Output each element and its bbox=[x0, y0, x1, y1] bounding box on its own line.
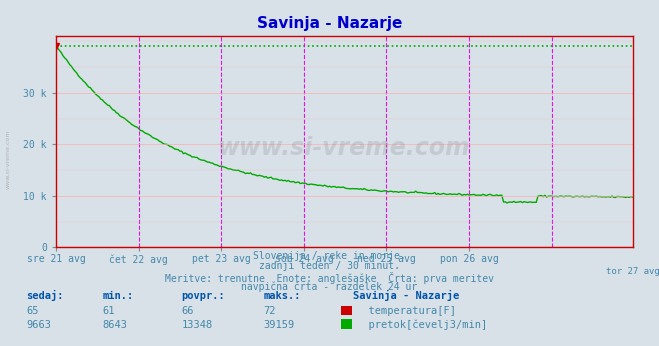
Text: 61: 61 bbox=[102, 306, 115, 316]
Text: 65: 65 bbox=[26, 306, 39, 316]
Text: 9663: 9663 bbox=[26, 320, 51, 330]
Text: www.si-vreme.com: www.si-vreme.com bbox=[5, 129, 11, 189]
Text: maks.:: maks.: bbox=[264, 291, 301, 301]
Text: Savinja - Nazarje: Savinja - Nazarje bbox=[353, 290, 459, 301]
Text: tor 27 avg: tor 27 avg bbox=[606, 267, 659, 276]
Text: temperatura[F]: temperatura[F] bbox=[356, 306, 456, 316]
Text: sedaj:: sedaj: bbox=[26, 290, 64, 301]
Text: Meritve: trenutne  Enote: anglešaške  Črta: prva meritev: Meritve: trenutne Enote: anglešaške Črta… bbox=[165, 272, 494, 284]
Text: 66: 66 bbox=[181, 306, 194, 316]
Text: 39159: 39159 bbox=[264, 320, 295, 330]
Text: zadnji teden / 30 minut.: zadnji teden / 30 minut. bbox=[259, 261, 400, 271]
Text: pretok[čevelj3/min]: pretok[čevelj3/min] bbox=[356, 319, 487, 330]
Text: 8643: 8643 bbox=[102, 320, 127, 330]
Text: Savinja - Nazarje: Savinja - Nazarje bbox=[257, 16, 402, 30]
Text: povpr.:: povpr.: bbox=[181, 291, 225, 301]
Text: 13348: 13348 bbox=[181, 320, 212, 330]
Text: Slovenija / reke in morje.: Slovenija / reke in morje. bbox=[253, 251, 406, 261]
Text: min.:: min.: bbox=[102, 291, 133, 301]
Text: navpična črta - razdelek 24 ur: navpična črta - razdelek 24 ur bbox=[241, 282, 418, 292]
Text: www.si-vreme.com: www.si-vreme.com bbox=[218, 136, 471, 160]
Text: 72: 72 bbox=[264, 306, 276, 316]
